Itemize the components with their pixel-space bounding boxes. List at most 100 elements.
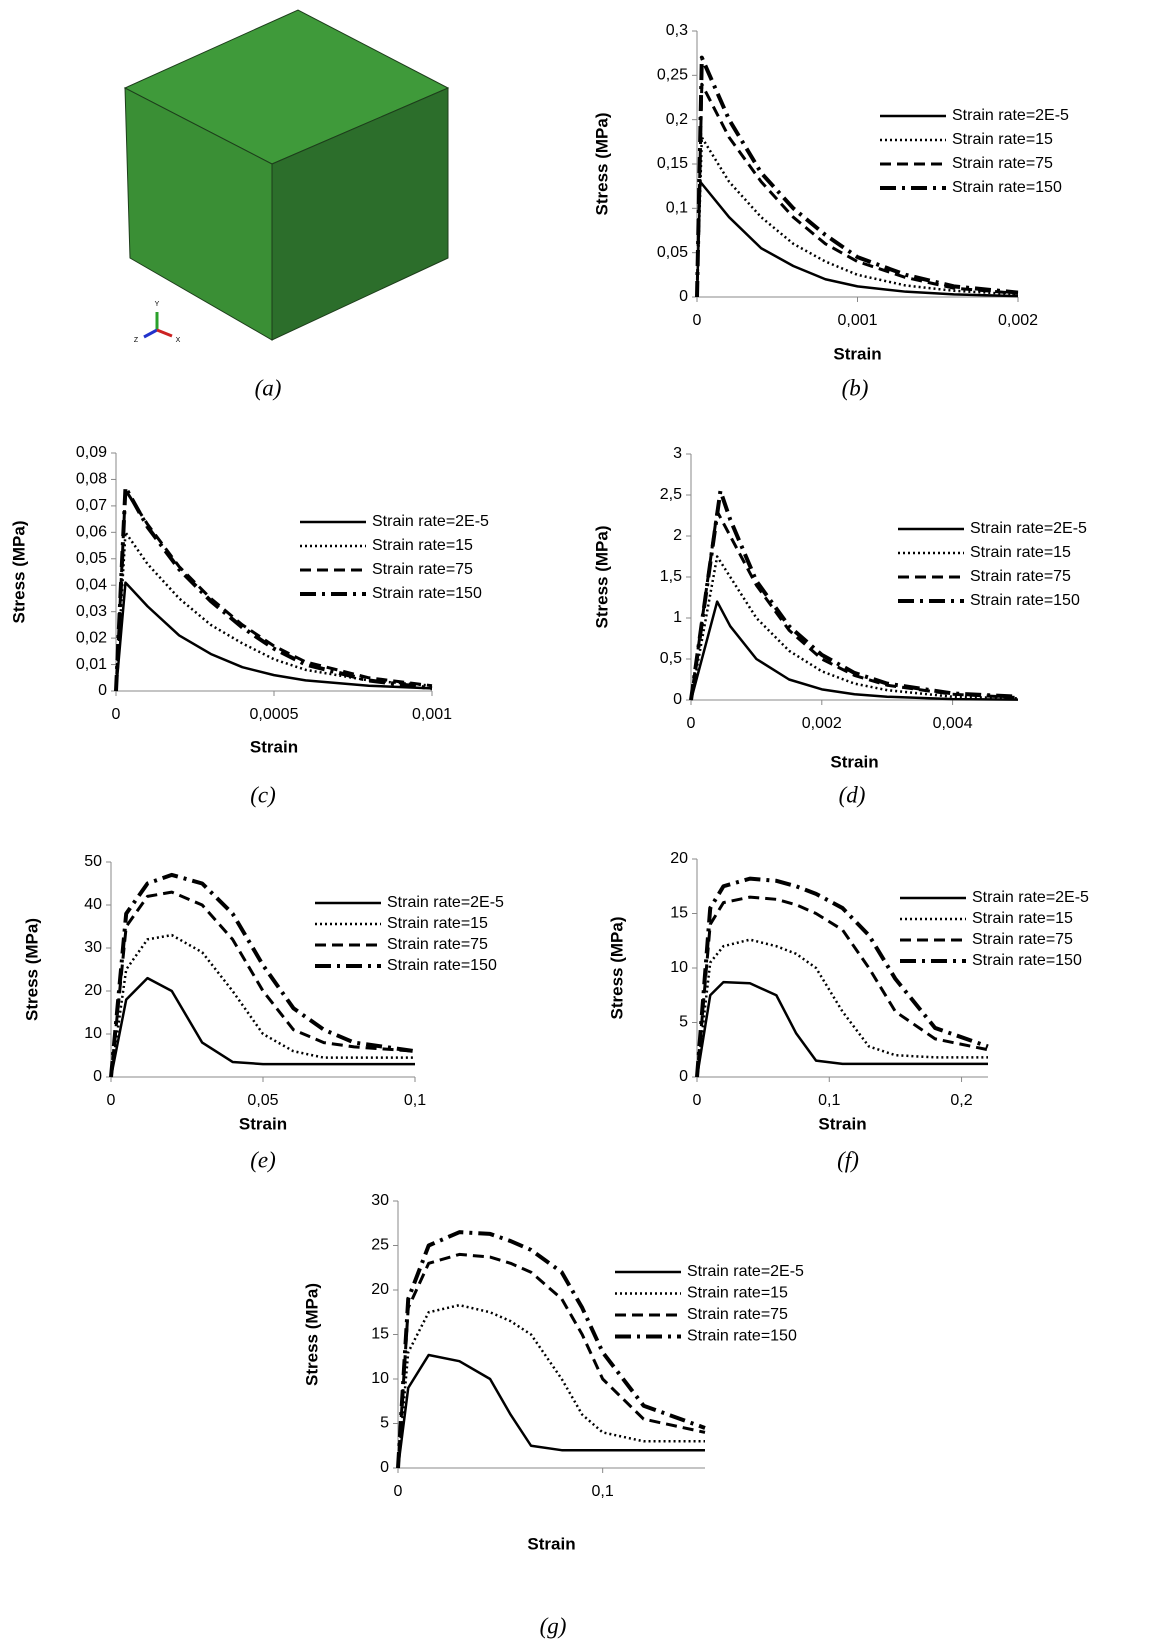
legend-label: Strain rate=150 — [970, 592, 1080, 609]
x-tick-label: 0,1 — [592, 1483, 614, 1500]
legend-label: Strain rate=75 — [387, 936, 488, 953]
y-axis-title: Stress (MPa) — [302, 1283, 321, 1386]
series-line — [398, 1305, 705, 1468]
y-tick-label: 20 — [371, 1281, 389, 1298]
y-tick-label: 0,15 — [657, 155, 688, 172]
legend-label: Strain rate=150 — [952, 179, 1062, 196]
series-line — [691, 557, 1018, 701]
caption: (d) — [839, 782, 866, 807]
y-tick-label: 3 — [673, 445, 682, 462]
y-tick-label: 0,03 — [76, 603, 107, 620]
x-tick-label: 0 — [693, 312, 702, 329]
y-tick-label: 0,08 — [76, 471, 107, 488]
x-tick-label: 0 — [112, 706, 121, 723]
y-tick-label: 50 — [84, 853, 102, 870]
legend-label: Strain rate=75 — [687, 1306, 788, 1323]
y-tick-label: 10 — [84, 1025, 102, 1042]
y-tick-label: 5 — [380, 1415, 389, 1432]
y-tick-label: 0 — [679, 1068, 688, 1085]
caption: (a) — [255, 375, 282, 400]
legend-label: Strain rate=150 — [687, 1328, 797, 1345]
y-tick-label: 1,5 — [660, 568, 682, 585]
y-tick-label: 0,07 — [76, 497, 107, 514]
legend-label: Strain rate=2E-5 — [387, 894, 504, 911]
y-tick-label: 0,01 — [76, 656, 107, 673]
chart: 0510152000,10,2StrainStress (MPa)Strain … — [607, 850, 1089, 1172]
x-axis-title: Strain — [239, 1114, 287, 1133]
legend-label: Strain rate=2E-5 — [372, 513, 489, 530]
y-tick-label: 5 — [679, 1014, 688, 1031]
triad-z — [144, 330, 157, 337]
y-tick-label: 0,04 — [76, 576, 107, 593]
y-tick-label: 0 — [673, 691, 682, 708]
y-tick-label: 40 — [84, 896, 102, 913]
y-tick-label: 0,1 — [666, 200, 688, 217]
y-tick-label: 0 — [380, 1459, 389, 1476]
y-tick-label: 10 — [670, 959, 688, 976]
x-tick-label: 0 — [687, 715, 696, 732]
triad-x — [157, 330, 172, 336]
x-tick-label: 0,1 — [818, 1092, 840, 1109]
legend-label: Strain rate=15 — [687, 1285, 788, 1302]
y-tick-label: 15 — [670, 905, 688, 922]
y-tick-label: 20 — [84, 982, 102, 999]
legend-label: Strain rate=75 — [970, 568, 1071, 585]
y-tick-label: 15 — [371, 1326, 389, 1343]
y-tick-label: 1 — [673, 609, 682, 626]
caption: (g) — [540, 1613, 567, 1638]
triad-label: Z — [134, 337, 139, 344]
series-line — [697, 879, 988, 1077]
y-tick-label: 25 — [371, 1237, 389, 1254]
x-tick-label: 0 — [107, 1092, 116, 1109]
caption: (b) — [842, 375, 869, 400]
series-line — [697, 982, 988, 1077]
x-tick-label: 0,004 — [933, 715, 973, 732]
legend-label: Strain rate=15 — [372, 537, 473, 554]
y-tick-label: 10 — [371, 1370, 389, 1387]
legend-label: Strain rate=150 — [972, 952, 1082, 969]
caption: (f) — [837, 1147, 859, 1172]
figure: Y Z X (a) 00,050,10,150,20,250,300,0010,… — [0, 0, 1167, 1652]
x-axis-title: Strain — [250, 737, 298, 756]
legend-label: Strain rate=15 — [972, 910, 1073, 927]
series-line — [691, 602, 1018, 700]
y-axis-title: Stress (MPa) — [9, 521, 28, 624]
y-tick-label: 0,02 — [76, 629, 107, 646]
legend-label: Strain rate=2E-5 — [970, 520, 1087, 537]
legend-label: Strain rate=75 — [372, 561, 473, 578]
y-axis-title: Stress (MPa) — [607, 917, 626, 1020]
series-line — [111, 892, 415, 1077]
y-axis-title: Stress (MPa) — [592, 113, 611, 216]
legend-label: Strain rate=2E-5 — [952, 107, 1069, 124]
x-tick-label: 0,002 — [998, 312, 1038, 329]
y-tick-label: 0 — [679, 288, 688, 305]
series-line — [111, 875, 415, 1077]
series-line — [398, 1232, 705, 1468]
cube: Y Z X (a) — [125, 10, 448, 400]
y-tick-label: 0,05 — [657, 244, 688, 261]
x-tick-label: 0,001 — [412, 706, 452, 723]
series-line — [697, 897, 988, 1077]
x-tick-label: 0,2 — [950, 1092, 972, 1109]
caption: (e) — [250, 1147, 276, 1172]
legend-label: Strain rate=15 — [970, 544, 1071, 561]
y-tick-label: 0,3 — [666, 22, 688, 39]
legend-label: Strain rate=2E-5 — [972, 889, 1089, 906]
x-axis-title: Strain — [833, 344, 881, 363]
caption: (c) — [250, 782, 276, 807]
series-line — [116, 532, 432, 691]
y-tick-label: 2 — [673, 527, 682, 544]
x-tick-label: 0 — [693, 1092, 702, 1109]
y-tick-label: 0,5 — [660, 650, 682, 667]
series-line — [111, 978, 415, 1077]
y-tick-label: 0,25 — [657, 67, 688, 84]
y-tick-label: 30 — [371, 1192, 389, 1209]
y-axis-title: Stress (MPa) — [592, 526, 611, 629]
x-axis-title: Strain — [527, 1534, 575, 1553]
x-tick-label: 0,0005 — [250, 706, 299, 723]
